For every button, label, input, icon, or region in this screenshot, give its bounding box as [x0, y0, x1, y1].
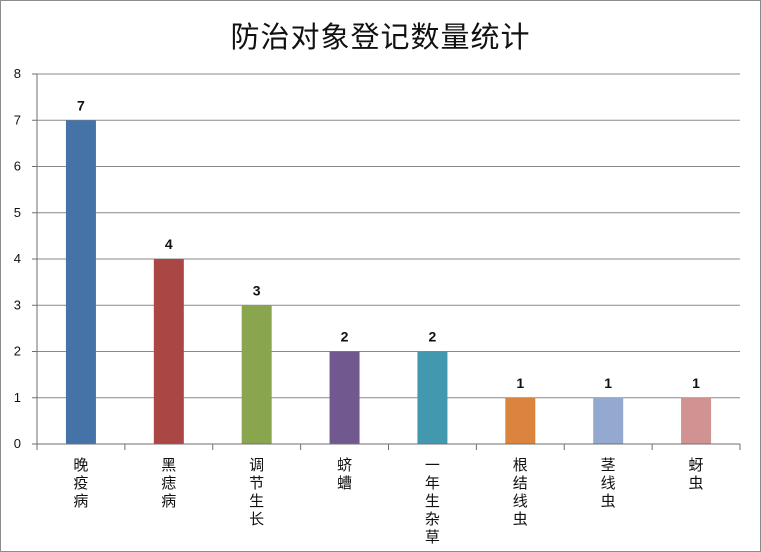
bar: [593, 397, 624, 444]
x-tick-label: 蚜虫: [689, 456, 704, 492]
data-label: 1: [604, 375, 612, 391]
data-label: 2: [341, 329, 349, 345]
x-tick-label: 蛴螬: [337, 456, 352, 492]
x-tick-label: 晚疫病: [73, 456, 88, 510]
y-tick-label: 4: [14, 251, 21, 266]
bar: [505, 397, 536, 444]
chart-title: 防治对象登记数量统计: [230, 20, 531, 54]
y-tick-label: 1: [14, 390, 21, 405]
bar: [241, 305, 272, 444]
data-label: 1: [692, 375, 700, 391]
bar: [681, 397, 712, 444]
data-label: 2: [429, 329, 437, 345]
y-tick-label: 8: [14, 66, 21, 81]
y-tick-label: 5: [14, 205, 21, 220]
y-tick-label: 7: [14, 112, 21, 127]
y-axis: 0 1 2 3 4 5 6 7 8: [14, 66, 38, 451]
x-tick-label: 调节生长: [249, 456, 264, 528]
data-label: 4: [165, 236, 173, 252]
data-label: 3: [253, 282, 261, 298]
y-tick-label: 3: [14, 297, 21, 312]
x-tick-label: 黑痣病: [161, 456, 176, 510]
bar: [65, 120, 96, 444]
x-tick-label: 茎线虫: [601, 456, 616, 510]
data-label: 7: [77, 97, 85, 113]
x-tick-label: 一年生杂草: [425, 456, 440, 546]
y-tick-label: 6: [14, 159, 21, 174]
bars: [65, 120, 712, 444]
y-tick-label: 2: [14, 344, 21, 359]
x-axis: 晚疫病 黑痣病 调节生长 蛴螬 一年生杂草 根结线虫 茎线虫 蚜虫: [36, 443, 741, 546]
y-tick-label: 0: [14, 436, 21, 451]
data-labels: 7 4 3 2 2 1 1 1: [77, 97, 700, 391]
bar: [417, 351, 448, 444]
data-label: 1: [516, 375, 524, 391]
bar: [329, 351, 360, 444]
bar: [153, 259, 184, 444]
gridlines: [37, 73, 740, 399]
x-tick-label: 根结线虫: [513, 456, 528, 528]
